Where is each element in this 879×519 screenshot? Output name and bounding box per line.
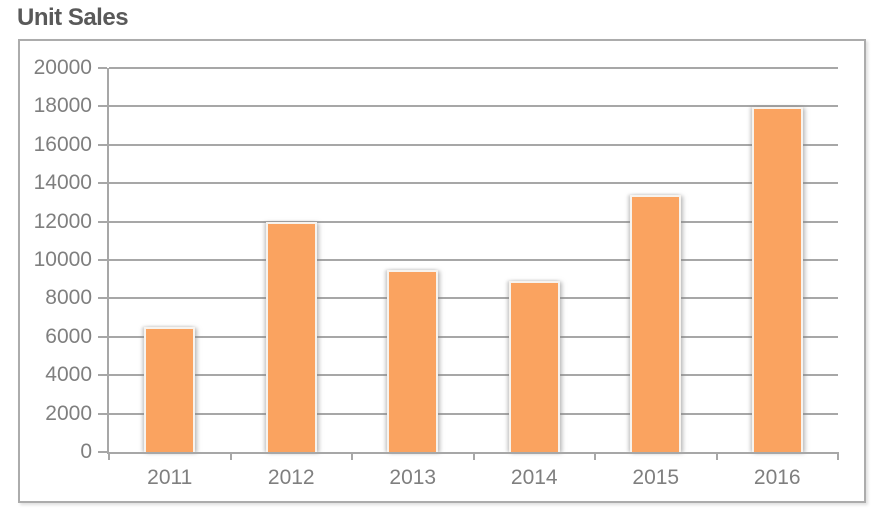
- gridline-16000: [109, 143, 838, 146]
- y-axis-tick-6000: [98, 335, 107, 338]
- x-axis-label-2016: 2016: [753, 466, 801, 489]
- gridline-18000: [109, 105, 838, 108]
- y-axis-tick-4000: [98, 374, 107, 377]
- y-axis-label-14000: 14000: [33, 171, 92, 195]
- gridline-20000: [109, 67, 838, 69]
- gridline-2000: [109, 412, 838, 415]
- x-axis-label-2012: 2012: [267, 466, 315, 489]
- x-axis-tick-1: [229, 452, 232, 460]
- y-axis-tick-12000: [98, 220, 107, 223]
- y-axis-tick-20000: [98, 67, 107, 69]
- x-axis-tick-2: [351, 452, 353, 460]
- bar-2013[interactable]: [387, 269, 439, 452]
- bar-2012[interactable]: [265, 222, 317, 452]
- chart-frame[interactable]: 0 2000 4000 6000 8000 10000 12000 14000 16000 180…: [18, 39, 866, 503]
- y-axis-label-6000: 6000: [45, 324, 92, 348]
- bar-2011[interactable]: [144, 327, 196, 452]
- y-axis-label-8000: 8000: [45, 286, 92, 310]
- x-axis-label-2015: 2015: [632, 466, 680, 489]
- chart-title: Unit Sales: [17, 4, 129, 31]
- x-axis-tick-4: [594, 452, 596, 460]
- gridline-8000: [109, 297, 838, 300]
- bar-2016[interactable]: [751, 107, 803, 452]
- y-axis-label-2000: 2000: [45, 401, 92, 425]
- y-axis-label-20000: 20000: [33, 56, 92, 79]
- y-axis-line: [107, 68, 109, 452]
- gridline-10000: [109, 259, 838, 261]
- bar-2015[interactable]: [630, 194, 682, 452]
- y-axis-tick-8000: [98, 297, 107, 300]
- gridline-6000: [109, 335, 838, 338]
- y-axis-tick-0: [98, 451, 107, 453]
- x-axis-tick-3: [472, 452, 475, 460]
- y-axis-label-18000: 18000: [33, 94, 92, 118]
- x-axis-line: [107, 452, 838, 454]
- x-axis-tick-5: [715, 452, 718, 460]
- y-axis-label-10000: 10000: [33, 248, 92, 271]
- x-axis-tick-0: [108, 452, 110, 460]
- y-axis-tick-10000: [98, 259, 107, 261]
- x-axis-tick-6: [837, 452, 839, 460]
- y-axis-tick-14000: [98, 182, 107, 185]
- y-axis-tick-2000: [98, 412, 107, 415]
- gridline-12000: [109, 220, 838, 223]
- x-axis-label-2011: 2011: [147, 466, 193, 489]
- gridline-4000: [109, 374, 838, 377]
- y-axis-label-12000: 12000: [33, 209, 92, 233]
- gridline-14000: [109, 182, 838, 185]
- x-axis-label-2013: 2013: [389, 466, 437, 489]
- y-axis-tick-16000: [98, 143, 107, 146]
- y-axis-label-0: 0: [80, 440, 92, 463]
- y-axis-tick-18000: [98, 105, 107, 108]
- bar-2014[interactable]: [508, 281, 560, 452]
- y-axis-label-16000: 16000: [33, 132, 92, 156]
- y-axis-label-4000: 4000: [45, 363, 92, 387]
- x-axis-label-2014: 2014: [510, 466, 558, 489]
- plot-area: 0 2000 4000 6000 8000 10000 12000 14000 16000 180…: [34, 56, 839, 489]
